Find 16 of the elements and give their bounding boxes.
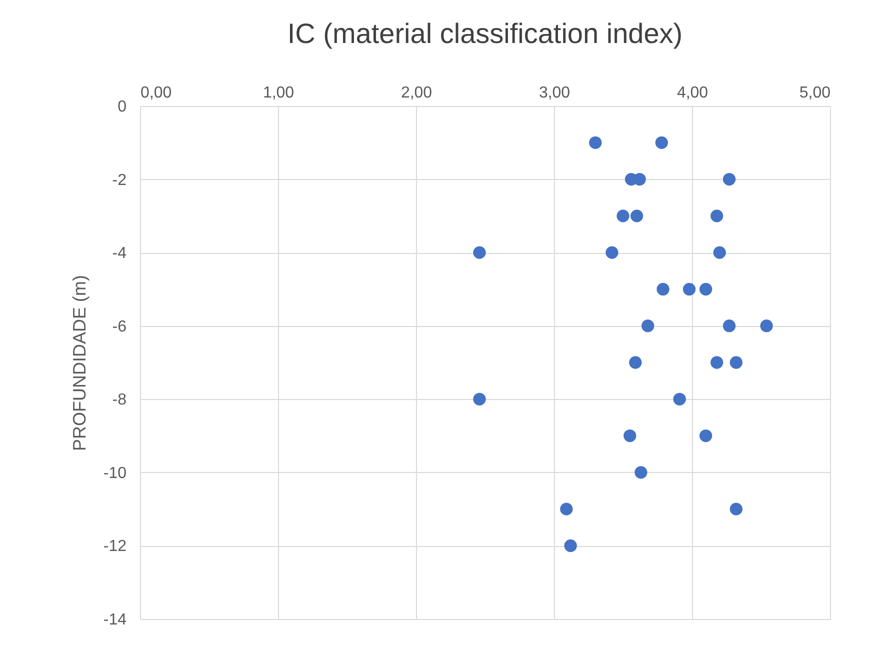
x-tick-label: 4,00 [676, 84, 708, 102]
y-tick-label: 0 [118, 98, 127, 116]
y-tick-label: -6 [112, 318, 127, 336]
x-tick-label: 2,00 [400, 84, 432, 102]
y-tick-label: -4 [112, 245, 127, 262]
x-tick-label: 5,00 [799, 84, 831, 102]
y-tick-label: -10 [103, 464, 127, 482]
x-tick-label: 0,00 [140, 84, 172, 102]
x-tick-label: 1,00 [262, 84, 294, 102]
y-tick-label: -12 [103, 538, 127, 556]
x-tick-label: 3,00 [538, 84, 570, 102]
chart-title: IC (material classification index) [287, 18, 683, 49]
y-tick-label: -2 [112, 172, 127, 189]
y-axis-title: PROFUNDIDADE (m) [69, 275, 90, 451]
y-tick-label: -8 [112, 392, 127, 409]
y-tick-label: -14 [103, 612, 127, 628]
